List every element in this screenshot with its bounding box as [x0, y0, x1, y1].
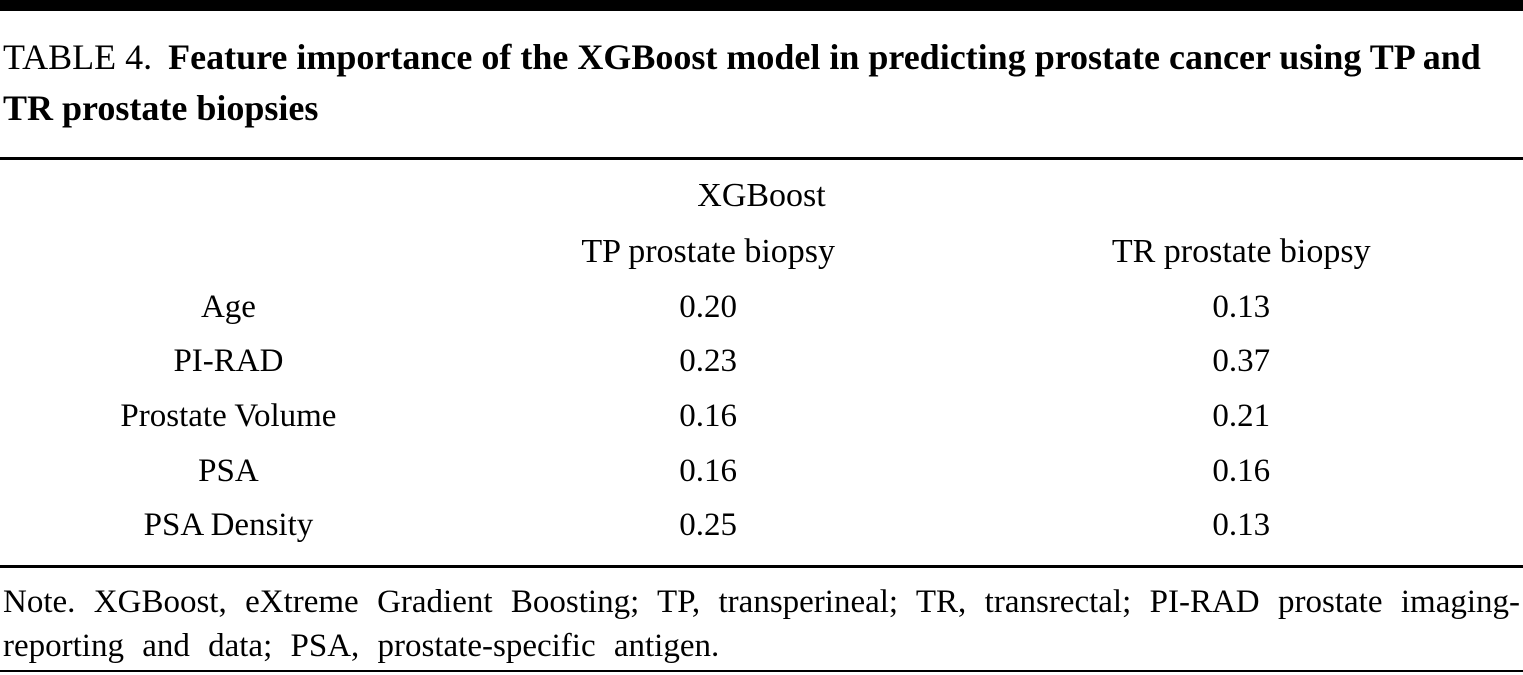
- tr-value: 0.13: [1212, 507, 1271, 544]
- tp-value: 0.16: [679, 452, 738, 489]
- bottom-rule: [0, 670, 1523, 672]
- tr-value: 0.37: [1212, 343, 1271, 380]
- feature-importance-table: XGBoost TP prostate biopsy TR prostate b…: [0, 168, 1523, 553]
- tr-value: 0.13: [1212, 288, 1271, 325]
- tp-value: 0.20: [679, 288, 738, 325]
- tp-value: 0.23: [679, 343, 738, 380]
- feature-name: PSA Density: [143, 507, 314, 544]
- tp-value: 0.25: [679, 507, 738, 544]
- caption-label: TABLE 4.: [3, 37, 153, 77]
- group-header-row: XGBoost: [0, 168, 1523, 224]
- col-header-tr-biopsy: TR prostate biopsy: [1111, 232, 1371, 270]
- caption-title: Feature importance of the XGBoost model …: [3, 37, 1481, 129]
- column-header-row: TP prostate biopsy TR prostate biopsy: [0, 224, 1523, 280]
- table-row: Prostate Volume 0.16 0.21: [0, 389, 1523, 444]
- feature-name: PI-RAD: [173, 343, 284, 380]
- table-footer-rule: [0, 564, 1523, 568]
- tp-value: 0.16: [679, 397, 738, 434]
- top-rule: [0, 0, 1523, 11]
- tr-value: 0.21: [1212, 397, 1271, 434]
- feature-name: Age: [200, 288, 256, 325]
- table-note: Note. XGBoost, eXtreme Gradient Boosting…: [3, 583, 1520, 665]
- caption-divider-rule: [0, 157, 1523, 161]
- tr-value: 0.16: [1212, 452, 1271, 489]
- table-row: PSA Density 0.25 0.13: [0, 498, 1523, 553]
- feature-name: PSA: [198, 452, 259, 489]
- table-row: PSA 0.16 0.16: [0, 444, 1523, 499]
- table-row: PI-RAD 0.23 0.37: [0, 334, 1523, 389]
- empty-header-cell: [0, 224, 457, 280]
- col-header-tp-biopsy: TP prostate biopsy: [581, 232, 836, 270]
- group-header-xgboost: XGBoost: [697, 177, 826, 215]
- table-row: Age 0.20 0.13: [0, 280, 1523, 335]
- table-caption: TABLE 4. Feature importance of the XGBoos…: [3, 32, 1519, 134]
- feature-name: Prostate Volume: [120, 397, 337, 434]
